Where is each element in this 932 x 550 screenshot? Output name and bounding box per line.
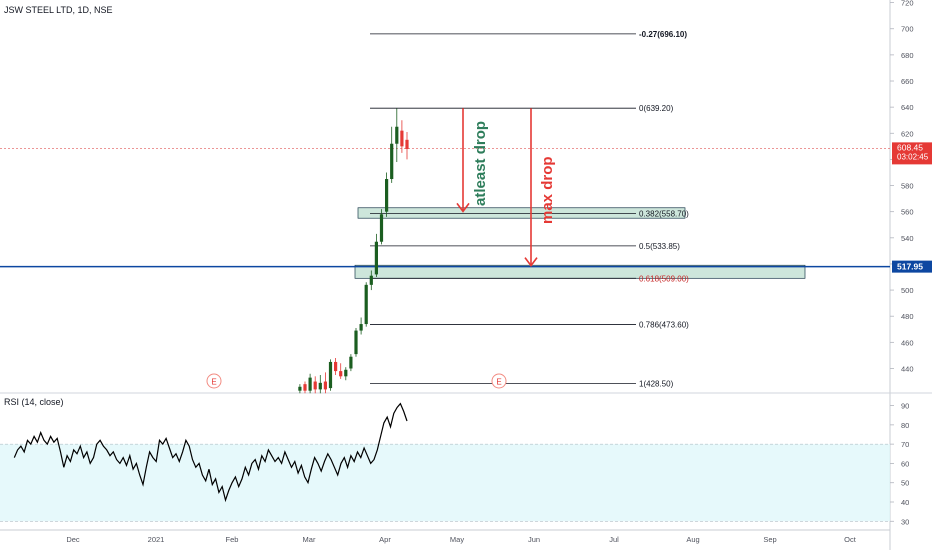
rsi-line	[13, 402, 408, 503]
candles	[298, 108, 409, 394]
candle-body-9	[344, 369, 348, 377]
rsi-title: RSI (14, close)	[4, 397, 64, 407]
earnings-marker-2[interactable]: E	[491, 373, 507, 389]
rsi-tick-label-4: 70	[901, 440, 909, 449]
candle-body-15	[374, 241, 378, 275]
time-tick-label-0: Dec	[66, 535, 80, 544]
rsi-tick-label-1: 40	[901, 498, 909, 507]
time-tick-label-7: Jul	[609, 535, 619, 544]
candle-body-17	[385, 179, 389, 212]
time-tick-label-10: Oct	[844, 535, 857, 544]
price-tick-label-0: 440	[901, 364, 914, 373]
price-tick-label-3: 500	[901, 286, 914, 295]
earnings-marker-2-circle	[491, 373, 507, 389]
price-tick-label-10: 640	[901, 103, 914, 112]
candle-body-2	[308, 377, 312, 391]
atleast-drop-arrow-head	[456, 202, 470, 213]
max-drop-label: max drop	[539, 156, 556, 224]
time-tick-label-4: Apr	[379, 535, 391, 544]
fib-level-label-2: 0.382(558.70)	[639, 209, 689, 218]
rsi-band	[0, 444, 890, 522]
rsi-tick-label-5: 80	[901, 421, 909, 430]
rsi-tick-label-6: 90	[901, 402, 909, 411]
candle-body-21	[405, 139, 409, 149]
max-drop-arrow-head	[524, 257, 538, 267]
candle-body-6	[328, 361, 333, 389]
fib-level-label-4: 0.618(509.00)	[639, 274, 689, 283]
candle-body-3	[313, 381, 317, 390]
current-price-value: 608.45	[897, 142, 923, 152]
candle-body-18	[390, 143, 394, 180]
earnings-marker-1-label: E	[211, 378, 216, 387]
fib-level-label-3: 0.5(533.85)	[639, 242, 680, 251]
candle-body-10	[349, 356, 353, 369]
time-tick-label-9: Sep	[763, 535, 776, 544]
rsi-tick-label-2: 50	[901, 479, 909, 488]
hline-price-badge-bg	[892, 260, 932, 273]
fib-level-label-1: 0(639.20)	[639, 104, 674, 113]
time-tick-label-3: Mar	[303, 535, 316, 544]
candle-body-7	[334, 361, 338, 372]
price-tick-label-5: 540	[901, 234, 914, 243]
time-tick-label-5: May	[450, 535, 464, 544]
price-tick-label-1: 460	[901, 338, 914, 347]
current-price-badge: 608.45 03:02:45	[892, 142, 932, 165]
atleast-drop-label: atleast drop	[472, 121, 489, 206]
price-tick-label-9: 620	[901, 129, 914, 138]
candle-body-13	[364, 284, 368, 325]
earnings-marker-2-label: E	[496, 378, 501, 387]
candle-body-19	[395, 126, 399, 144]
earnings-marker-1-circle	[206, 373, 222, 389]
time-tick-label-2: Feb	[226, 535, 239, 544]
candle-body-14	[369, 275, 373, 285]
time-tick-label-8: Aug	[686, 535, 699, 544]
candle-body-8	[339, 371, 343, 377]
time-tick-label-1: 2021	[148, 535, 165, 544]
price-tick-label-11: 660	[901, 77, 914, 86]
candle-body-1	[303, 384, 307, 391]
hline-price-badge: 517.95	[892, 260, 932, 273]
max-drop-arrow[interactable]	[524, 108, 538, 267]
fib-level-label-5: 0.786(473.60)	[639, 321, 689, 330]
price-tick-label-2: 480	[901, 312, 914, 321]
price-tick-label-14: 720	[901, 0, 914, 8]
rsi-tick-label-3: 60	[901, 459, 909, 468]
candle-body-5	[323, 381, 327, 390]
candle-body-11	[354, 330, 358, 355]
time-tick-label-6: Jun	[528, 535, 540, 544]
rsi-tick-label-0: 30	[901, 517, 909, 526]
candle-body-4	[318, 382, 322, 390]
price-tick-label-7: 580	[901, 182, 914, 191]
price-tick-label-12: 680	[901, 51, 914, 60]
symbol-title: JSW STEEL LTD, 1D, NSE	[4, 5, 113, 15]
current-price-badge-bg	[892, 142, 932, 165]
earnings-marker-1[interactable]: E	[206, 373, 222, 389]
atleast-drop-arrow[interactable]	[456, 108, 470, 213]
bar-countdown: 03:02:45	[897, 152, 929, 161]
candle-body-0	[298, 386, 302, 391]
candle-body-16	[379, 214, 384, 242]
fib-level-label-6: 1(428.50)	[639, 380, 674, 389]
price-tick-label-6: 560	[901, 208, 914, 217]
hline-price-value: 517.95	[897, 262, 923, 272]
candle-body-20	[400, 130, 404, 147]
fib-level-label-0: -0.27(696.10)	[639, 30, 687, 39]
candle-body-12	[359, 324, 363, 331]
price-tick-label-13: 700	[901, 25, 914, 34]
